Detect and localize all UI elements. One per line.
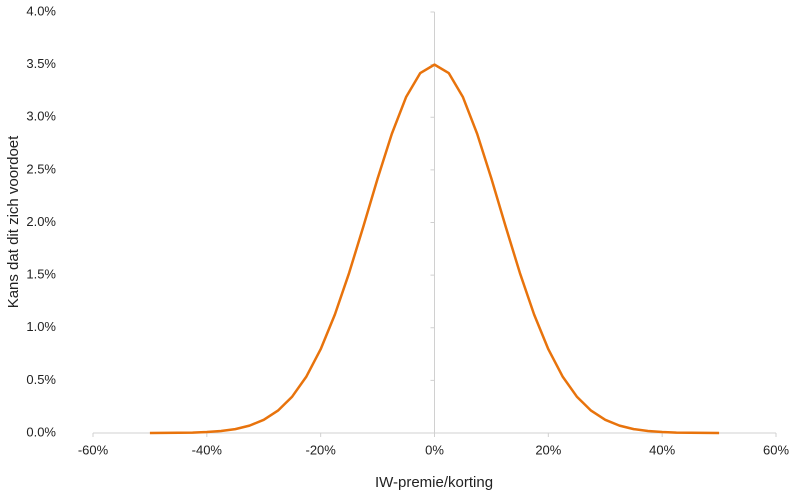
x-tick-label: -60%	[78, 442, 109, 457]
x-tick-label: -40%	[192, 442, 223, 457]
y-tick-label: 1.0%	[26, 319, 56, 334]
x-axis-title: IW-premie/korting	[375, 474, 493, 491]
y-tick-label: 0.5%	[26, 372, 56, 387]
y-tick-label: 2.0%	[26, 214, 56, 229]
x-tick-label: -20%	[305, 442, 336, 457]
y-axis-title: Kans dat dit zich voordoet	[5, 135, 22, 308]
y-tick-label: 4.0%	[26, 3, 56, 18]
y-tick-label: 0.0%	[26, 424, 56, 439]
x-tick-label: 0%	[425, 442, 444, 457]
line-series	[149, 63, 720, 435]
x-tick-label: 20%	[535, 442, 561, 457]
y-tick-label: 3.5%	[26, 56, 56, 71]
y-tick-label: 3.0%	[26, 109, 56, 124]
x-tick-label: 40%	[649, 442, 675, 457]
x-tick-label: 60%	[763, 442, 789, 457]
y-tick-label: 1.5%	[26, 267, 56, 282]
y-tick-label: 2.5%	[26, 161, 56, 176]
